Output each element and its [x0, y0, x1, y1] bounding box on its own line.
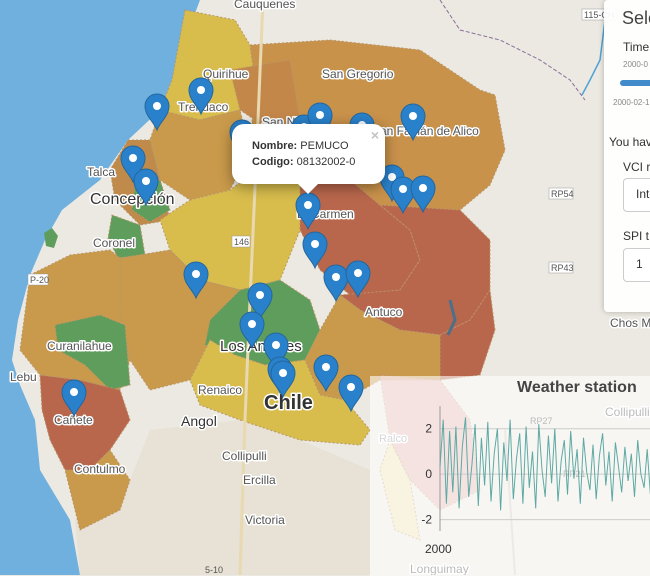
svg-text:Chos Malal: Chos Malal	[610, 316, 650, 330]
station-marker-icon[interactable]	[270, 360, 296, 399]
svg-text:Victoria: Victoria	[245, 513, 285, 527]
panel-title: Sele	[622, 8, 650, 28]
spi-label: SPI t	[623, 229, 650, 243]
station-marker-icon[interactable]	[239, 311, 265, 350]
chart-xtick-label: 2000	[425, 542, 452, 556]
comuna-layer	[19, 9, 506, 541]
slider-end-label: 2000-02-1	[613, 98, 650, 107]
station-marker-icon[interactable]	[133, 168, 159, 207]
station-marker-icon[interactable]	[390, 176, 416, 215]
station-popup: × Nombre: PEMUCO Codigo: 08132002-0	[232, 124, 385, 194]
popup-nombre-label: Nombre:	[252, 140, 298, 152]
slider-start-label: 2000-0	[623, 60, 648, 69]
chart-series-line	[439, 417, 650, 511]
ocean	[0, 0, 200, 575]
svg-text:San Fabián de Alico: San Fabián de Alico	[372, 124, 479, 138]
selection-text: You hav	[609, 135, 650, 149]
chart-plot: 2 0 -2 2000	[421, 406, 650, 556]
time-slider[interactable]	[620, 80, 650, 86]
station-marker-icon[interactable]	[120, 145, 146, 184]
chart-ytick-label: 0	[425, 467, 432, 481]
svg-text:Renaico: Renaico	[198, 383, 242, 397]
weather-chart: Weather station 2 0 -2 2000	[370, 376, 650, 576]
svg-text:Los Angeles: Los Angeles	[220, 338, 302, 355]
svg-text:Coronel: Coronel	[93, 236, 135, 250]
station-marker-icon[interactable]	[400, 103, 426, 142]
station-marker-icon[interactable]	[144, 93, 170, 132]
station-marker-icon[interactable]	[302, 231, 328, 270]
station-marker-icon[interactable]	[188, 77, 214, 116]
chart-ytick-label: 2	[425, 422, 432, 436]
svg-text:Curanilahue: Curanilahue	[47, 339, 112, 353]
station-marker-icon[interactable]	[295, 192, 321, 231]
svg-text:P-20: P-20	[30, 275, 49, 285]
svg-text:Ercilla: Ercilla	[243, 473, 276, 487]
svg-text:RP54: RP54	[551, 189, 574, 199]
station-marker-icon[interactable]	[323, 264, 349, 303]
popup-close-button[interactable]: ×	[370, 127, 379, 143]
popup-codigo-value: 08132002-0	[296, 156, 356, 168]
comuna-canete[interactable]	[39, 374, 131, 471]
station-marker-icon[interactable]	[183, 261, 209, 300]
svg-text:Lebu: Lebu	[10, 370, 37, 384]
region-south	[75, 420, 370, 575]
station-marker-icon[interactable]	[338, 374, 364, 413]
chart-title: Weather station	[517, 379, 637, 396]
station-marker-icon[interactable]	[410, 175, 436, 214]
spi-input-value: 1	[636, 257, 643, 271]
svg-text:Collipulli: Collipulli	[222, 449, 267, 463]
svg-text:5-10: 5-10	[205, 565, 223, 575]
svg-text:San Gregorio: San Gregorio	[322, 67, 394, 81]
svg-text:Chile: Chile	[264, 392, 313, 414]
svg-text:Angol: Angol	[181, 413, 217, 429]
vci-select-value: Inte	[636, 187, 650, 201]
control-panel: Sele Time 2000-0 2000-02-1 You hav VCI r…	[604, 0, 650, 312]
svg-text:Antuco: Antuco	[365, 305, 403, 319]
time-label: Time	[623, 40, 650, 54]
svg-text:Talca: Talca	[87, 165, 115, 179]
popup-tip	[298, 184, 318, 194]
station-marker-icon[interactable]	[247, 282, 273, 321]
station-marker-icon[interactable]	[61, 379, 87, 418]
svg-text:Contulmo: Contulmo	[74, 462, 126, 476]
spi-input[interactable]: 1	[623, 248, 650, 282]
station-marker-icon[interactable]	[313, 354, 339, 393]
station-marker-icon[interactable]	[263, 332, 289, 371]
comuna-contulmo[interactable]	[64, 449, 131, 531]
comuna-curanilahue-green[interactable]	[54, 314, 131, 391]
station-marker-icon[interactable]	[345, 260, 371, 299]
time-slider-fill	[620, 80, 650, 86]
svg-text:RP43: RP43	[551, 263, 574, 273]
svg-text:115-CH: 115-CH	[584, 10, 614, 20]
vci-label: VCI r	[623, 160, 650, 174]
svg-text:Cauquenes: Cauquenes	[234, 0, 295, 11]
comuna-antuco[interactable]	[338, 204, 491, 336]
svg-text:146: 146	[234, 237, 249, 247]
popup-codigo-label: Codigo:	[252, 156, 294, 168]
svg-text:Quirihue: Quirihue	[203, 67, 249, 81]
island	[44, 228, 58, 248]
vci-select[interactable]: Inte	[623, 178, 650, 212]
svg-text:Cañete: Cañete	[54, 413, 93, 427]
svg-text:Concepción: Concepción	[90, 191, 175, 208]
chart-ytick-label: -2	[421, 513, 432, 527]
popup-nombre-value: PEMUCO	[300, 140, 349, 152]
